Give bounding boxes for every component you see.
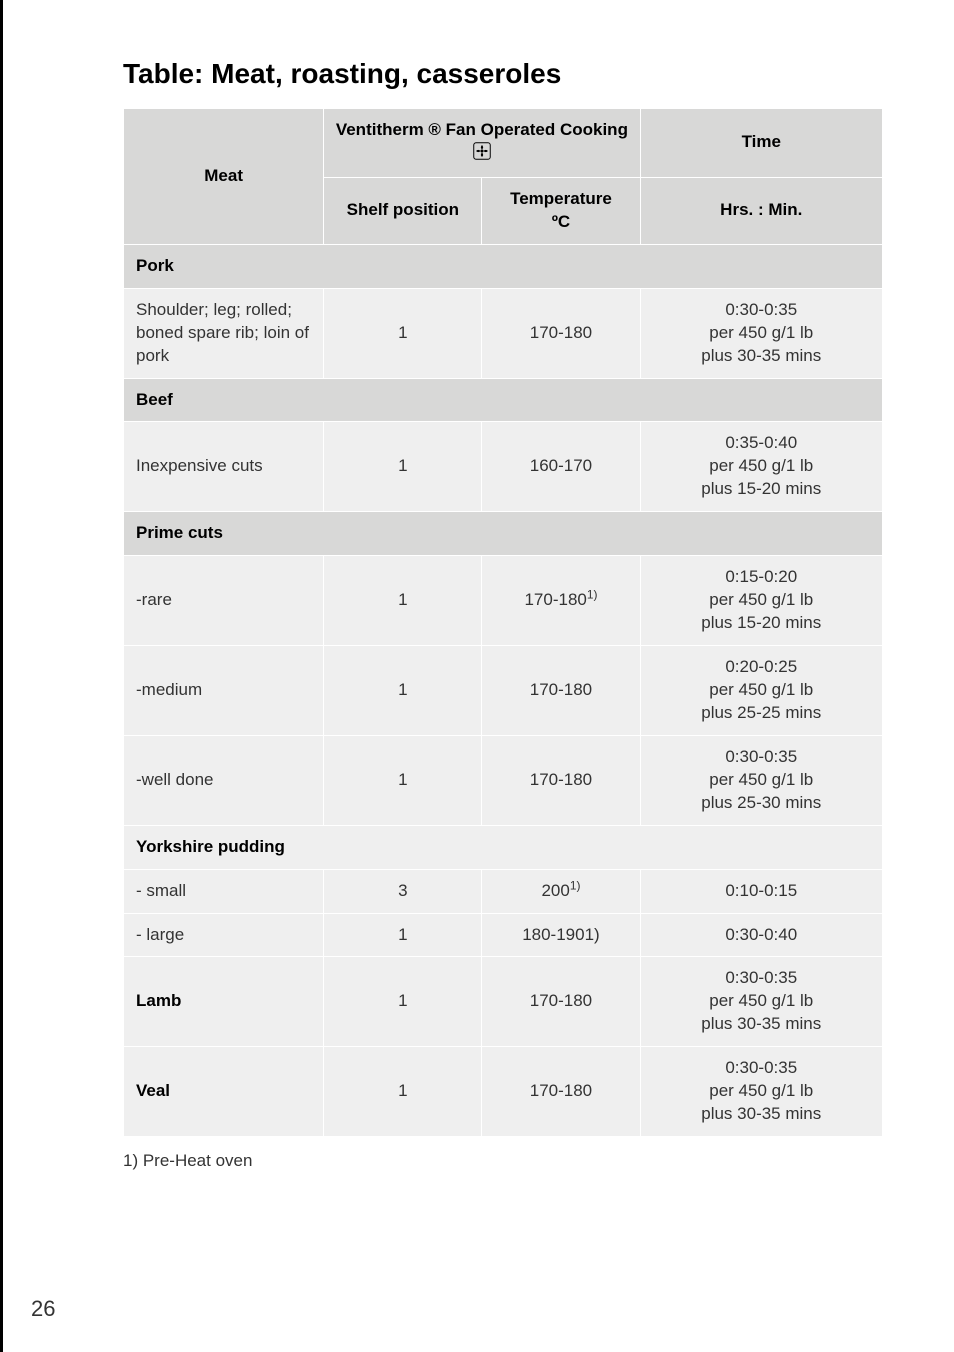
cell-time: 0:30-0:40	[640, 913, 882, 957]
row-well-done: -well done 1 170-180 0:30-0:35per 450 g/…	[124, 735, 883, 825]
cell-shelf: 3	[324, 869, 482, 913]
cell-temp: 170-180	[482, 957, 640, 1047]
cell-time: 0:20-0:25per 450 g/1 lbplus 25-25 mins	[640, 646, 882, 736]
cell-time: 0:30-0:35per 450 g/1 lbplus 30-35 mins	[640, 1047, 882, 1137]
row-veal: Veal 1 170-180 0:30-0:35per 450 g/1 lbpl…	[124, 1047, 883, 1137]
cell-shelf: 1	[324, 646, 482, 736]
header-hrs-min: Hrs. : Min.	[640, 177, 882, 244]
cell-time: 0:30-0:35per 450 g/1 lbplus 30-35 mins	[640, 957, 882, 1047]
header-meat: Meat	[124, 109, 324, 245]
cell-meat: - large	[124, 913, 324, 957]
cell-time: 0:30-0:35per 450 g/1 lbplus 30-35 mins	[640, 288, 882, 378]
cell-meat: Shoulder; leg; rolled; boned spare rib; …	[124, 288, 324, 378]
row-lamb: Lamb 1 170-180 0:30-0:35per 450 g/1 lbpl…	[124, 957, 883, 1047]
page-number: 26	[31, 1296, 55, 1322]
cell-temp: 170-1801)	[482, 556, 640, 646]
fan-icon	[473, 142, 491, 167]
cell-temp: 170-180	[482, 735, 640, 825]
section-pork-label: Pork	[124, 244, 883, 288]
header-temperature: Temperature ºC	[482, 177, 640, 244]
content-area: Table: Meat, roasting, casseroles Meat V…	[123, 58, 883, 1171]
cell-temp-value: 200	[541, 881, 569, 900]
cell-temp: 170-180	[482, 1047, 640, 1137]
cell-temp: 170-180	[482, 288, 640, 378]
cell-shelf: 1	[324, 556, 482, 646]
page: Table: Meat, roasting, casseroles Meat V…	[0, 0, 954, 1352]
cell-meat: -well done	[124, 735, 324, 825]
cell-shelf: 1	[324, 1047, 482, 1137]
cell-shelf: 1	[324, 913, 482, 957]
roasting-table: Meat Ventitherm ® Fan Operated Cooking	[123, 108, 883, 1137]
cell-temp: 2001)	[482, 869, 640, 913]
row-medium: -medium 1 170-180 0:20-0:25per 450 g/1 l…	[124, 646, 883, 736]
section-prime-label: Prime cuts	[124, 512, 883, 556]
cell-shelf: 1	[324, 735, 482, 825]
cell-shelf: 1	[324, 957, 482, 1047]
header-ventitherm-text: Ventitherm ® Fan Operated Cooking	[336, 120, 628, 139]
table-header: Meat Ventitherm ® Fan Operated Cooking	[124, 109, 883, 245]
cell-meat: Lamb	[124, 957, 324, 1047]
cell-time: 0:30-0:35per 450 g/1 lbplus 25-30 mins	[640, 735, 882, 825]
header-shelf: Shelf position	[324, 177, 482, 244]
header-temperature-unit: ºC	[552, 212, 571, 231]
cell-shelf: 1	[324, 422, 482, 512]
cell-temp: 160-170	[482, 422, 640, 512]
cell-temp: 170-180	[482, 646, 640, 736]
cell-temp-sup: 1)	[587, 587, 598, 601]
cell-meat: Veal	[124, 1047, 324, 1137]
cell-shelf: 1	[324, 288, 482, 378]
header-time: Time	[640, 109, 882, 178]
cell-meat: -rare	[124, 556, 324, 646]
row-rare: -rare 1 170-1801) 0:15-0:20per 450 g/1 l…	[124, 556, 883, 646]
table-title: Table: Meat, roasting, casseroles	[123, 58, 883, 90]
header-ventitherm: Ventitherm ® Fan Operated Cooking	[324, 109, 640, 178]
section-prime: Prime cuts	[124, 512, 883, 556]
row-yorkshire-small: - small 3 2001) 0:10-0:15	[124, 869, 883, 913]
section-beef: Beef	[124, 378, 883, 422]
section-yorkshire-label: Yorkshire pudding	[124, 825, 883, 869]
header-temperature-label: Temperature	[510, 189, 612, 208]
row-pork-shoulder: Shoulder; leg; rolled; boned spare rib; …	[124, 288, 883, 378]
cell-temp-value: 170-180	[524, 590, 586, 609]
section-pork: Pork	[124, 244, 883, 288]
cell-time: 0:10-0:15	[640, 869, 882, 913]
row-yorkshire-large: - large 1 180-1901) 0:30-0:40	[124, 913, 883, 957]
cell-meat: - small	[124, 869, 324, 913]
cell-time: 0:15-0:20per 450 g/1 lbplus 15-20 mins	[640, 556, 882, 646]
cell-meat: -medium	[124, 646, 324, 736]
section-yorkshire: Yorkshire pudding	[124, 825, 883, 869]
row-beef-inexpensive: Inexpensive cuts 1 160-170 0:35-0:40per …	[124, 422, 883, 512]
cell-time: 0:35-0:40per 450 g/1 lbplus 15-20 mins	[640, 422, 882, 512]
footnote: 1) Pre-Heat oven	[123, 1151, 883, 1171]
section-beef-label: Beef	[124, 378, 883, 422]
cell-meat: Inexpensive cuts	[124, 422, 324, 512]
cell-temp: 180-1901)	[482, 913, 640, 957]
cell-temp-sup: 1)	[570, 878, 581, 892]
